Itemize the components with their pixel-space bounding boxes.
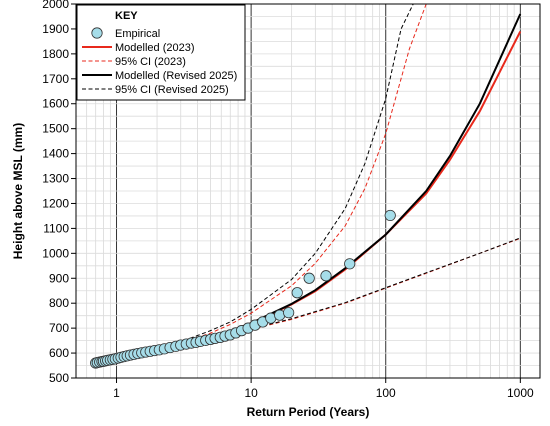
y-tick-label: 1000 bbox=[42, 246, 69, 260]
y-tick-label: 1800 bbox=[42, 47, 69, 61]
y-tick-label: 1700 bbox=[42, 72, 69, 86]
y-tick-label: 1900 bbox=[42, 22, 69, 36]
y-tick-label: 700 bbox=[49, 321, 69, 335]
y-tick-label: 500 bbox=[49, 371, 69, 385]
series-line bbox=[180, 237, 521, 346]
y-tick-label: 1500 bbox=[42, 122, 69, 136]
legend: KEY Empirical Modelled (2023) 95% CI (2023)… bbox=[76, 4, 246, 101]
y-tick-label: 1200 bbox=[42, 196, 69, 210]
legend-marker bbox=[91, 27, 103, 39]
empirical-point bbox=[384, 209, 396, 222]
x-tick-label: 10 bbox=[244, 386, 258, 400]
empirical-point bbox=[291, 287, 303, 299]
legend-title: KEY bbox=[115, 10, 138, 22]
y-tick-label: 1300 bbox=[42, 172, 69, 186]
series-line bbox=[180, 237, 521, 346]
y-tick-label: 900 bbox=[49, 271, 69, 285]
empirical-point bbox=[320, 270, 332, 282]
x-tick-label: 1000 bbox=[507, 386, 534, 400]
empirical-point bbox=[303, 272, 315, 284]
legend-entry-label: Modelled (2023) bbox=[115, 42, 195, 54]
x-tick-label: 1 bbox=[113, 386, 120, 400]
y-tick-label: 2000 bbox=[42, 0, 69, 11]
y-tick-label: 800 bbox=[49, 296, 69, 310]
y-axis-title: Height above MSL (mm) bbox=[11, 123, 25, 259]
y-tick-label: 1400 bbox=[42, 147, 69, 161]
y-tick-label: 1600 bbox=[42, 97, 69, 111]
legend-entry-label: Empirical bbox=[115, 28, 160, 40]
legend-entry-label: Modelled (Revised 2025) bbox=[115, 70, 237, 82]
empirical-points bbox=[90, 209, 396, 369]
y-tick-label: 600 bbox=[49, 346, 69, 360]
empirical-point bbox=[344, 258, 356, 270]
axis-ticks: 5006007008009001000110012001300140015001… bbox=[42, 0, 534, 400]
x-tick-label: 100 bbox=[376, 386, 396, 400]
legend-box bbox=[76, 4, 246, 101]
x-axis-title: Return Period (Years) bbox=[247, 405, 370, 419]
y-tick-label: 1100 bbox=[43, 221, 69, 235]
empirical-point bbox=[283, 307, 295, 319]
plot-frame bbox=[75, 3, 541, 379]
legend-entry-label: 95% CI (Revised 2025) bbox=[115, 84, 229, 96]
legend-entry-label: 95% CI (2023) bbox=[115, 56, 186, 68]
